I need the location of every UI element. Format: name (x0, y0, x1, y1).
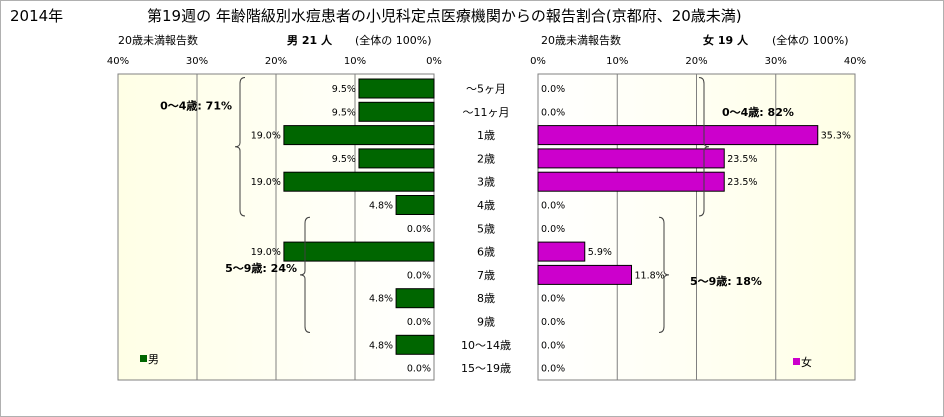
male-value-label: 9.5% (332, 154, 356, 165)
chart-year: 2014年 (10, 7, 63, 25)
male-value-label: 19.0% (251, 177, 281, 188)
female-group-brace (658, 216, 670, 333)
male-subtitle-count: 男 21 人 (287, 33, 333, 47)
category-label: 4歳 (477, 199, 495, 212)
female-tick-label: 0% (530, 56, 546, 67)
female-value-label: 0.0% (541, 340, 565, 351)
male-tick-label: 10% (344, 56, 366, 67)
female-bar (537, 264, 633, 285)
male-bar (358, 78, 435, 99)
male-value-label: 0.0% (407, 364, 431, 375)
category-label: 8歳 (477, 292, 495, 305)
category-label: 9歳 (477, 316, 495, 329)
female-bar (537, 171, 725, 192)
category-label: 15〜19歳 (461, 362, 511, 375)
female-value-label: 35.3% (821, 131, 851, 142)
female-tick-label: 20% (685, 56, 707, 67)
category-label: 2歳 (477, 152, 495, 165)
male-bar (395, 288, 435, 309)
female-subtitle-right: (全体の 100%) (772, 33, 849, 47)
category-label: 6歳 (477, 246, 495, 259)
female-bar (537, 125, 819, 146)
female-group-label: 5〜9歳: 18% (690, 274, 762, 288)
male-bar (395, 334, 435, 355)
male-legend-label: 男 (148, 353, 159, 366)
female-value-label: 0.0% (541, 317, 565, 328)
female-value-label: 0.0% (541, 294, 565, 305)
female-bar (537, 148, 725, 169)
female-tick-label: 10% (606, 56, 628, 67)
female-value-label: 0.0% (541, 107, 565, 118)
female-value-label: 0.0% (541, 201, 565, 212)
male-value-label: 19.0% (251, 131, 281, 142)
female-value-label: 0.0% (541, 364, 565, 375)
category-label: 7歳 (477, 269, 495, 282)
female-tick-label: 40% (844, 56, 866, 67)
category-label: 〜5ヶ月 (466, 83, 506, 96)
female-value-label: 11.8% (635, 270, 665, 281)
category-label: 1歳 (477, 129, 495, 142)
male-bar (283, 125, 435, 146)
female-legend-label: 女 (801, 355, 812, 369)
male-bar (283, 241, 435, 262)
category-label: 10〜14歳 (461, 339, 511, 352)
female-subtitle-left: 20歳未満報告数 (541, 34, 621, 47)
male-value-label: 9.5% (332, 107, 356, 118)
male-value-label: 4.8% (369, 294, 393, 305)
male-group-brace (234, 77, 246, 217)
female-value-label: 0.0% (541, 84, 565, 95)
female-value-label: 23.5% (727, 154, 757, 165)
female-value-label: 5.9% (588, 247, 612, 258)
female-panel: 0% 10% 20% 30% 40% 0.0% 0.0% 35.3% 23.5% 23.5% 0.… (530, 56, 866, 381)
male-bar (283, 171, 435, 192)
female-value-label: 23.5% (727, 177, 757, 188)
male-group-brace (299, 216, 311, 333)
female-value-label: 0.0% (541, 224, 565, 235)
male-subtitle-left: 20歳未満報告数 (118, 34, 198, 47)
male-tick-label: 20% (265, 56, 287, 67)
male-panel: 40% 30% 20% 10% 0% 9.5% 9.5% 19.0% 9.5% 19.0% 4.8… (107, 56, 442, 381)
male-value-label: 4.8% (369, 340, 393, 351)
female-tick-label: 30% (765, 56, 787, 67)
male-legend-swatch (140, 355, 147, 362)
male-bar (358, 148, 435, 169)
category-label: 〜11ヶ月 (463, 106, 510, 119)
female-subtitle-count: 女 19 人 (703, 33, 749, 47)
male-tick-label: 40% (107, 56, 129, 67)
male-value-label: 0.0% (407, 224, 431, 235)
male-group-label: 5〜9歳: 24% (225, 261, 297, 275)
female-legend-swatch (793, 358, 800, 365)
male-value-label: 9.5% (332, 84, 356, 95)
male-subtitle-right: (全体の 100%) (355, 33, 432, 47)
male-value-label: 4.8% (369, 201, 393, 212)
male-value-label: 19.0% (251, 247, 281, 258)
male-value-label: 0.0% (407, 270, 431, 281)
male-bar (395, 195, 435, 215)
category-label: 5歳 (477, 222, 495, 235)
male-value-label: 0.0% (407, 317, 431, 328)
female-group-brace (698, 77, 710, 217)
category-label: 3歳 (477, 176, 495, 189)
female-group-label: 0〜4歳: 82% (722, 105, 794, 119)
category-labels: 〜5ヶ月〜11ヶ月 1歳 2歳 3歳 4歳 5歳 6歳 7歳 8歳 9歳 10〜14歳 15〜19歳 (461, 83, 511, 376)
male-tick-label: 0% (426, 56, 442, 67)
male-bar (358, 101, 435, 122)
female-bar (537, 241, 586, 262)
male-tick-label: 30% (186, 56, 208, 67)
chart-title: 第19週の 年齢階級別水痘患者の小児科定点医療機関からの報告割合(京都府、20歳… (147, 7, 742, 25)
male-group-label: 0〜4歳: 71% (160, 99, 232, 113)
